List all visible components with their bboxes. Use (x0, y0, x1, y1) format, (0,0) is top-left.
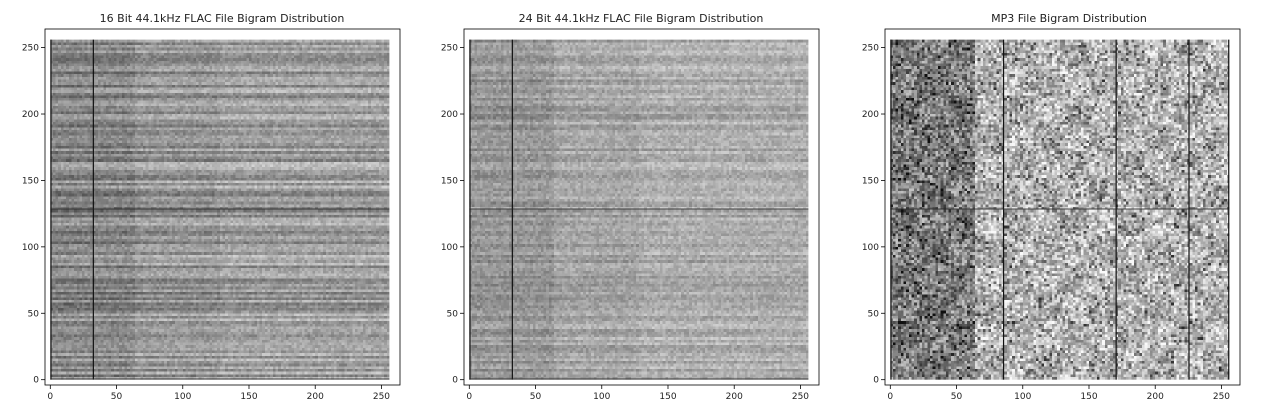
x-tick-label: 200 (1147, 392, 1164, 402)
plot-frame (884, 28, 1241, 386)
x-tick-label: 0 (887, 392, 893, 402)
x-tick-label: 150 (1080, 392, 1097, 402)
x-tick-label: 0 (47, 392, 53, 402)
y-tick-label: 200 (22, 110, 39, 120)
x-tick-label: 100 (593, 392, 610, 402)
chart-panel-mp3: MP3 File Bigram Distribution 0 50 100 150 20… (862, 12, 1241, 402)
chart-title: 24 Bit 44.1kHz FLAC File Bigram Distribu… (519, 12, 764, 25)
x-tick-label: 50 (111, 392, 123, 402)
x-tick-label: 200 (726, 392, 743, 402)
x-tick-label: 50 (951, 392, 963, 402)
y-tick-label: 0 (873, 376, 879, 386)
x-tick-label: 250 (1213, 392, 1230, 402)
heatmap-cells (50, 39, 390, 380)
y-tick-label: 200 (862, 110, 879, 120)
y-tick-label: 150 (22, 176, 39, 186)
chart-title: 16 Bit 44.1kHz FLAC File Bigram Distribu… (100, 12, 345, 25)
x-tick-label: 200 (307, 392, 324, 402)
y-tick-label: 0 (452, 376, 458, 386)
chart-panel-24bit-flac: 24 Bit 44.1kHz FLAC File Bigram Distribu… (441, 12, 820, 402)
heatmap-cells (890, 39, 1230, 380)
x-tick-label: 100 (174, 392, 191, 402)
chart-title: MP3 File Bigram Distribution (991, 12, 1147, 25)
y-tick-label: 150 (862, 176, 879, 186)
heatmap-cells (469, 39, 809, 380)
x-tick-label: 0 (466, 392, 472, 402)
y-tick-label: 150 (441, 176, 458, 186)
x-tick-label: 150 (659, 392, 676, 402)
y-tick-label: 0 (33, 376, 39, 386)
y-tick-label: 250 (862, 44, 879, 54)
chart-panel-16bit-flac: 16 Bit 44.1kHz FLAC File Bigram Distribu… (22, 12, 401, 402)
y-tick-label: 50 (868, 309, 880, 319)
x-tick-label: 100 (1014, 392, 1031, 402)
plot-frame (463, 28, 820, 386)
x-tick-label: 250 (792, 392, 809, 402)
y-tick-label: 100 (441, 243, 458, 253)
y-tick-label: 250 (22, 44, 39, 54)
y-tick-label: 50 (447, 309, 459, 319)
y-tick-label: 100 (22, 243, 39, 253)
x-tick-label: 250 (373, 392, 390, 402)
y-tick-label: 250 (441, 44, 458, 54)
y-tick-label: 50 (28, 309, 40, 319)
plot-frame (44, 28, 401, 386)
y-tick-label: 200 (441, 110, 458, 120)
x-tick-label: 150 (240, 392, 257, 402)
y-tick-label: 100 (862, 243, 879, 253)
x-tick-label: 50 (530, 392, 542, 402)
